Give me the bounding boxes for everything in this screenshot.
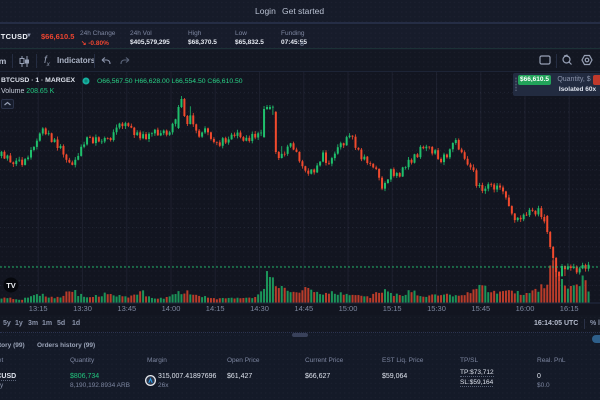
svg-text:13:15: 13:15 — [29, 304, 48, 313]
svg-text:14:45: 14:45 — [294, 304, 313, 313]
svg-text:15:00: 15:00 — [339, 304, 358, 313]
svg-text:15:45: 15:45 — [471, 304, 490, 313]
svg-text:16:00: 16:00 — [516, 304, 535, 313]
svg-text:16:15: 16:15 — [560, 304, 579, 313]
svg-text:13:30: 13:30 — [73, 304, 92, 313]
svg-text:14:00: 14:00 — [162, 304, 181, 313]
svg-text:14:30: 14:30 — [250, 304, 269, 313]
svg-text:13:45: 13:45 — [117, 304, 136, 313]
svg-text:15:30: 15:30 — [427, 304, 446, 313]
svg-text:15:15: 15:15 — [383, 304, 402, 313]
svg-text:TV: TV — [6, 281, 16, 290]
svg-text:14:15: 14:15 — [206, 304, 225, 313]
